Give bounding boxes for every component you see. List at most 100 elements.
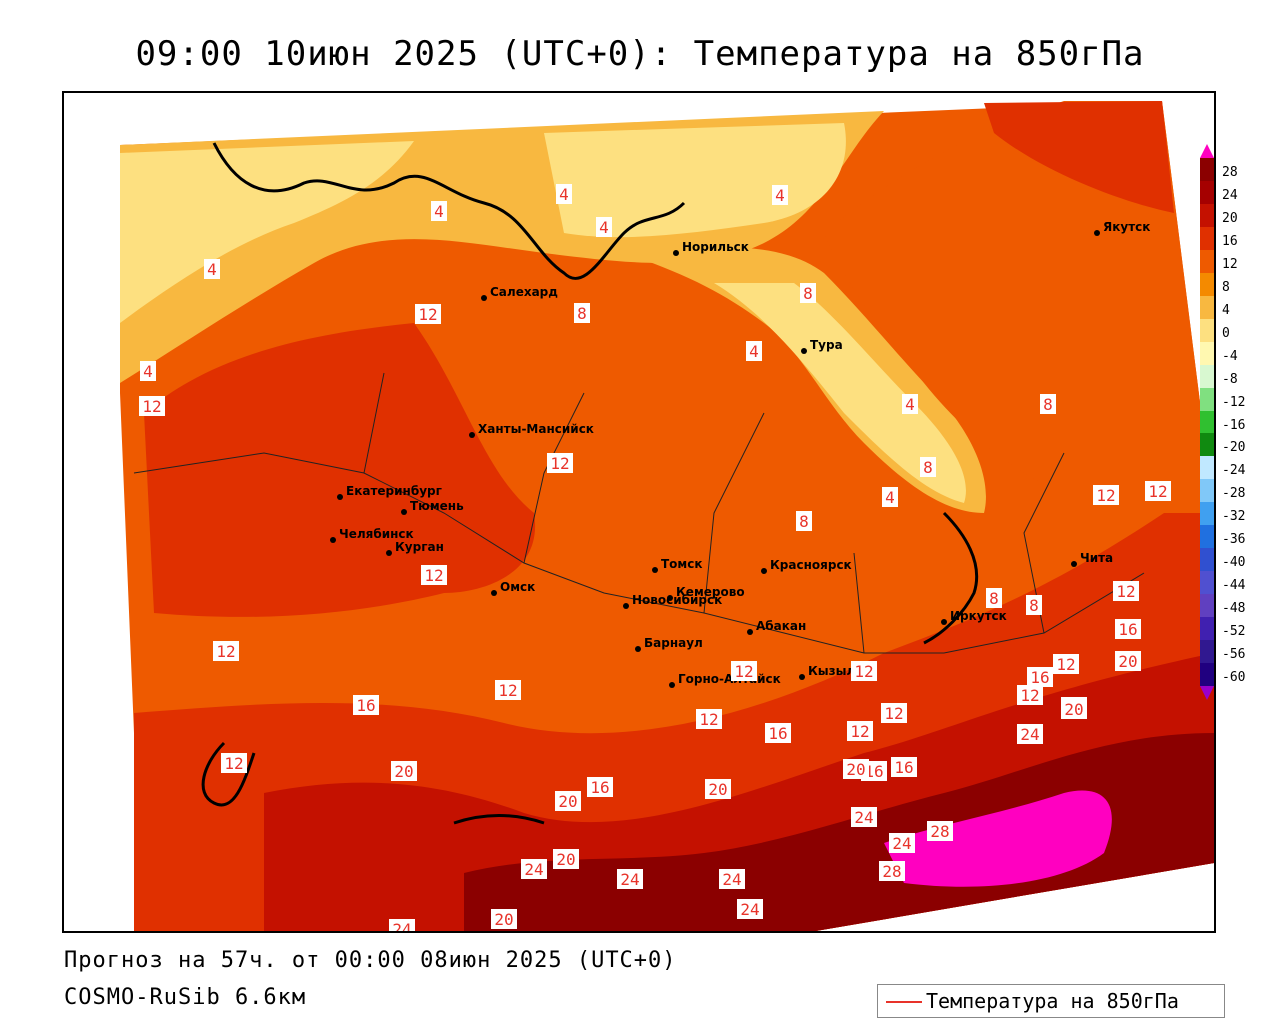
colorbar-segment: [1200, 203, 1214, 228]
city-marker: [941, 619, 947, 625]
city-marker: [1094, 230, 1100, 236]
isotherm-label: 24: [1020, 725, 1039, 744]
colorbar-segment: [1200, 364, 1214, 389]
isotherm-label-bg: [587, 777, 613, 797]
isotherm-label-bg: [746, 341, 762, 361]
city-label: Чита: [1080, 551, 1113, 565]
colorbar-tick-label: -48: [1222, 601, 1246, 617]
isotherm-label-bg: [927, 821, 953, 841]
isotherm-label: 12: [1056, 655, 1075, 674]
colorbar-segment: [1200, 226, 1214, 251]
colorbar-segment: [1200, 158, 1214, 182]
isotherm-label: 8: [799, 512, 809, 531]
colorbar-segment: [1200, 548, 1214, 572]
isotherm-label: 4: [885, 488, 895, 507]
isotherm-label-bg: [1027, 667, 1053, 687]
field-warm-west: [144, 323, 536, 617]
isotherm-label: 4: [599, 218, 609, 237]
isotherm-label: 4: [775, 186, 785, 205]
isotherm-label-bg: [889, 833, 915, 853]
colorbar-segment: [1200, 594, 1214, 618]
isotherm-label: 12: [850, 722, 869, 741]
isotherm-label: 4: [905, 395, 915, 414]
field-warm-ne-core: [984, 101, 1174, 213]
city-label: Кемерово: [676, 585, 745, 599]
isotherm-label: 4: [143, 362, 153, 381]
city-marker: [337, 494, 343, 500]
colorbar-tick-label: -44: [1222, 578, 1246, 594]
colorbar-segment: [1200, 180, 1214, 205]
colorbar-segment: [1200, 456, 1214, 480]
city-label: Кызыл: [808, 664, 855, 678]
city-marker: [669, 682, 675, 688]
colorbar-tick-label: 16: [1222, 233, 1238, 249]
isotherm-label: 12: [699, 710, 718, 729]
field-warm-northeast: [824, 101, 1214, 513]
isotherm-label-bg: [796, 511, 812, 531]
isotherm-label: 12: [550, 454, 569, 473]
isotherm-label-bg: [353, 695, 379, 715]
city-label: Челябинск: [339, 527, 414, 541]
isotherm-label: 12: [216, 642, 235, 661]
isotherm-label-bg: [555, 791, 581, 811]
admin-borders: [133, 372, 1145, 654]
colorbar-tick-label: -12: [1222, 394, 1246, 410]
city-label: Томск: [661, 557, 703, 571]
city-label: Омск: [500, 580, 535, 594]
caspian-coast: [201, 741, 256, 807]
isotherm-label: 12: [142, 397, 161, 416]
city-marker: [801, 348, 807, 354]
colorbar-tick-label: -20: [1222, 440, 1246, 456]
field-cold-taymyr: [544, 123, 846, 238]
isotherm-label-bg: [1017, 724, 1043, 744]
isotherm-label-bg: [731, 661, 757, 681]
isotherm-label: 20: [394, 762, 413, 781]
isotherm-label-bg: [1113, 581, 1139, 601]
colorbar-tick-label: -40: [1222, 555, 1246, 571]
balkhash-coast: [453, 814, 545, 825]
isotherm-label: 24: [740, 900, 759, 919]
coastline: [212, 142, 686, 280]
isotherm-label-bg: [221, 753, 247, 773]
isotherm-label: 28: [882, 862, 901, 881]
isotherm-label-bg: [843, 759, 869, 779]
isotherm-label-bg: [1040, 394, 1056, 414]
colorbar-tick-label: 12: [1222, 256, 1238, 272]
isotherm-label: 16: [894, 758, 913, 777]
isotherm-label: 8: [923, 458, 933, 477]
isotherm-label-bg: [204, 259, 220, 279]
isotherm-label: 12: [498, 681, 517, 700]
cities-layer: Якутск Норильск Салехард Тура Ханты-Мансийск…: [330, 220, 1150, 688]
isotherm-label: 16: [768, 724, 787, 743]
isotherm-label: 16: [1118, 620, 1137, 639]
isotherm-label-bg: [847, 721, 873, 741]
isotherm-label-bg: [415, 304, 441, 324]
isotherm-label: 4: [749, 342, 759, 361]
city-label: Красноярск: [770, 558, 852, 572]
isotherm-label: 20: [494, 910, 513, 929]
model-info: COSMO-RuSib 6.6км: [64, 985, 307, 1010]
isotherm-label: 24: [854, 808, 873, 827]
city-marker: [635, 646, 641, 652]
isotherm-label-bg: [1145, 481, 1171, 501]
city-marker: [623, 603, 629, 609]
colorbar-tick-label: 24: [1222, 187, 1238, 203]
isotherm-label: 8: [803, 284, 813, 303]
colorbar-tick-label: 28: [1222, 165, 1238, 180]
isotherm-labels: 4 4 4 4 4 4 4 4 4 8 8 8 8 8 8 8 12 12 12 12 12 12 12 12 12 12 12 12…: [139, 184, 1171, 931]
city-marker: [481, 295, 487, 301]
isotherm-label-bg: [521, 859, 547, 879]
isotherm-label: 16: [864, 762, 883, 781]
isotherm-label-bg: [851, 807, 877, 827]
isotherm-label: 12: [418, 305, 437, 324]
isotherm-label: 24: [524, 860, 543, 879]
colorbar-segment: [1200, 249, 1214, 274]
isotherm-label: 20: [558, 792, 577, 811]
isotherm-label: 12: [1020, 686, 1039, 705]
city-marker: [491, 590, 497, 596]
colorbar-tick-label: 8: [1222, 279, 1230, 295]
isotherm-label-bg: [495, 680, 521, 700]
colorbar-segment: [1200, 295, 1214, 320]
isotherm-label-bg: [553, 849, 579, 869]
city-marker: [761, 568, 767, 574]
